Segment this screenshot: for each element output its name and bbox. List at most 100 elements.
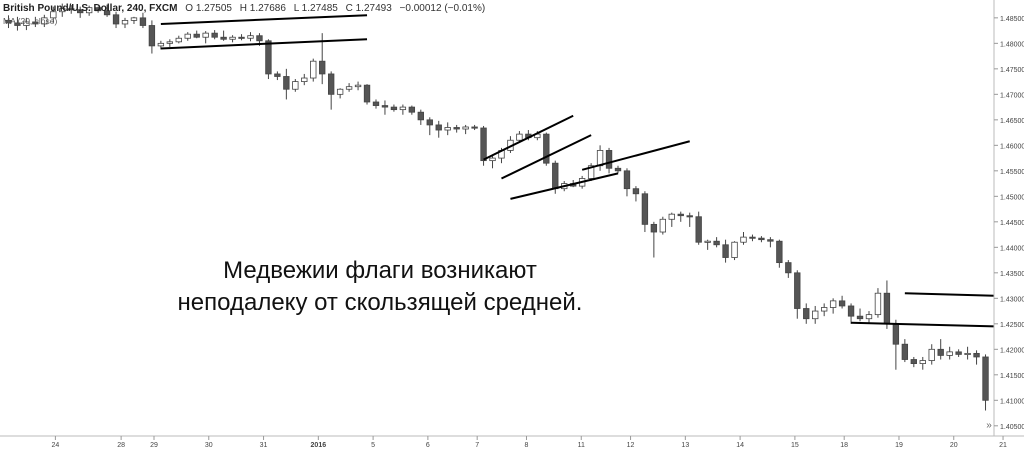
x-tick-label: 15: [791, 442, 799, 449]
candle: [417, 109, 424, 125]
candle-body: [193, 33, 200, 38]
candle: [659, 216, 667, 235]
symbol-label: British Pound/U.S. Dollar, 240, FXCM: [3, 3, 178, 14]
candle-body: [32, 21, 39, 25]
y-tick-label: 1.48500: [1000, 16, 1024, 23]
candle-body: [363, 84, 371, 103]
candle-body: [695, 216, 702, 243]
candle-body: [310, 60, 317, 79]
x-ticks-group: 24 28 29 30 31 2016 5 6 7 8 11 12 13 14 15 18 19 20 21: [51, 436, 1007, 449]
candle-body: [803, 308, 810, 320]
candle: [327, 71, 335, 110]
y-tick-label: 1.46000: [1000, 143, 1024, 150]
x-tick-label: 14: [736, 442, 744, 449]
candle-body: [283, 76, 290, 90]
y-tick-label: 1.47500: [1000, 67, 1024, 74]
y-ticks-group: 1.48500 1.48000 1.47500 1.47000 1.46500 1.460…: [994, 16, 1024, 431]
candle: [193, 30, 200, 39]
y-tick-label: 1.41000: [1000, 398, 1024, 405]
y-tick-label: 1.41500: [1000, 373, 1024, 380]
candle: [695, 211, 702, 245]
candle-body: [955, 351, 962, 355]
indicator-label[interactable]: MA (20, close): [3, 16, 58, 26]
candle-body: [50, 11, 57, 19]
candle: [139, 12, 147, 29]
low-value: L 1.27485: [293, 3, 338, 14]
candle-body: [847, 305, 855, 317]
candle-body: [758, 237, 765, 241]
candle-body: [632, 188, 640, 195]
candle-body: [480, 127, 487, 162]
candle: [175, 35, 182, 44]
caption-line-2: неподалеку от скользящей средней.: [177, 289, 583, 316]
x-tick-label: 6: [426, 442, 430, 449]
candle: [59, 3, 66, 17]
candle: [740, 232, 747, 245]
candle-body: [41, 17, 48, 25]
candle-body: [749, 236, 756, 239]
candle: [283, 68, 290, 100]
candle-body: [829, 300, 837, 308]
candle-body: [112, 14, 120, 25]
candle-body: [23, 21, 30, 26]
candle: [874, 288, 882, 318]
candle-body: [919, 360, 926, 364]
candle: [435, 120, 442, 138]
candle: [838, 295, 846, 309]
candle: [910, 356, 917, 368]
candle-body: [812, 310, 819, 320]
candle-body: [731, 241, 738, 258]
candle-body: [265, 40, 272, 75]
flag-line: [851, 321, 995, 328]
x-tick-label: 7: [475, 442, 479, 449]
candle-body: [838, 300, 846, 307]
flag-line: [160, 14, 368, 25]
candle: [381, 100, 389, 115]
x-tick-label: 20: [950, 442, 958, 449]
candle-body: [650, 223, 658, 233]
candle: [883, 280, 891, 329]
candle-body: [220, 36, 227, 40]
candle-body: [892, 323, 900, 345]
candle-body: [211, 32, 218, 38]
candle-body: [184, 33, 191, 39]
candle-body: [641, 193, 649, 225]
x-tick-label: 5: [371, 442, 375, 449]
candle: [632, 186, 640, 202]
candle-body: [166, 41, 174, 44]
candle-body: [103, 10, 111, 16]
candle-body: [327, 73, 335, 95]
y-tick-label: 1.45000: [1000, 194, 1024, 201]
flag-line: [501, 134, 592, 180]
candle-body: [883, 292, 891, 325]
ohlc-values: O 1.27505 H 1.27686 L 1.27485 C 1.27493 …: [180, 3, 485, 14]
x-tick-label: 8: [525, 442, 529, 449]
y-tick-label: 1.48000: [1000, 41, 1024, 48]
candle: [803, 303, 810, 324]
candle: [5, 15, 12, 29]
close-value: C 1.27493: [345, 3, 392, 14]
candle-body: [130, 17, 138, 21]
candle: [516, 131, 523, 143]
x-tick-label: 13: [681, 442, 689, 449]
candle-body: [614, 167, 622, 172]
candle: [713, 237, 720, 248]
flag-line: [160, 38, 368, 50]
candle: [812, 305, 819, 324]
candle: [543, 132, 550, 166]
candle: [112, 11, 120, 29]
x-tick-label: 21: [999, 442, 1007, 449]
candle: [982, 354, 989, 411]
candle: [973, 350, 980, 365]
candle: [41, 14, 48, 28]
candle: [847, 303, 855, 324]
candle: [614, 165, 622, 174]
x-tick-label: 18: [840, 442, 848, 449]
candle-body: [301, 77, 308, 82]
candle: [77, 6, 84, 18]
scroll-to-realtime-icon[interactable]: »: [986, 420, 992, 431]
candle: [336, 88, 344, 99]
y-tick-label: 1.43500: [1000, 271, 1024, 278]
candle-body: [229, 36, 236, 40]
